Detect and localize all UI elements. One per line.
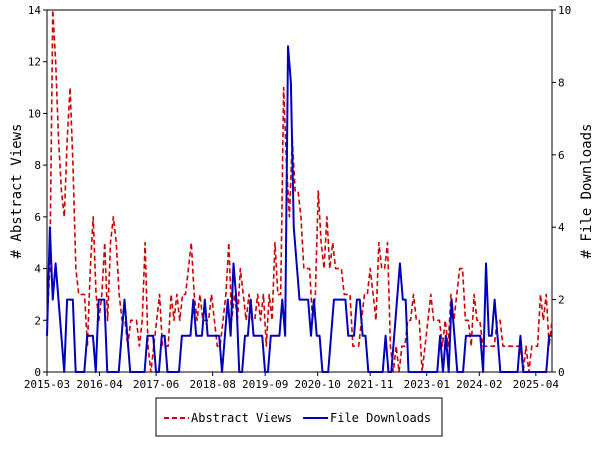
y-tick-label: 14 [28,4,42,17]
y-tick-label: 12 [28,56,41,69]
series-line-file-downloads [46,45,552,373]
legend-label-abstract-views: Abstract Views [191,411,292,425]
x-tick-label: 2017-06 [133,378,179,391]
x-tick-label: 2019-09 [242,378,288,391]
legend-box [155,397,443,437]
x-tick-label: 2018-08 [189,378,235,391]
x-tick-label: 2025-04 [513,378,560,391]
legend: Abstract Views File Downloads [155,397,443,437]
y-tick-label: 10 [28,107,41,120]
y-axis-title: # Abstract Views [9,124,25,259]
y2-axis-title: # File Downloads [579,124,595,259]
y2-tick-label: 10 [558,4,571,17]
y2-tick-label: 8 [558,76,565,89]
x-tick-label: 2023-01 [404,378,450,391]
x-tick-label: 2021-11 [347,378,393,391]
series-layer [46,9,553,373]
y-tick-label: 2 [34,314,41,327]
series-line-abstract-views [46,9,553,373]
legend-label-file-downloads: File Downloads [330,411,431,425]
y-tick-label: 8 [34,159,41,172]
plot-area [46,9,553,373]
x-tick-label: 2016-04 [76,378,123,391]
left-axis: 0 2 4 6 8 10 12 14 [28,4,47,379]
y-tick-label: 0 [34,366,41,379]
y2-tick-label: 0 [558,366,565,379]
right-axis: 0 2 4 6 8 10 [552,4,571,379]
y2-tick-label: 4 [558,221,565,234]
x-tick-label: 2024-02 [456,378,502,391]
x-axis: 2015-03 2016-04 2017-06 2018-08 2019-09 2020-… [24,372,560,391]
x-tick-label: 2015-03 [24,378,70,391]
y2-tick-label: 6 [558,149,565,162]
y2-tick-label: 2 [558,294,565,307]
y-tick-label: 4 [34,263,41,276]
y-tick-label: 6 [34,211,41,224]
x-tick-label: 2020-10 [295,378,341,391]
